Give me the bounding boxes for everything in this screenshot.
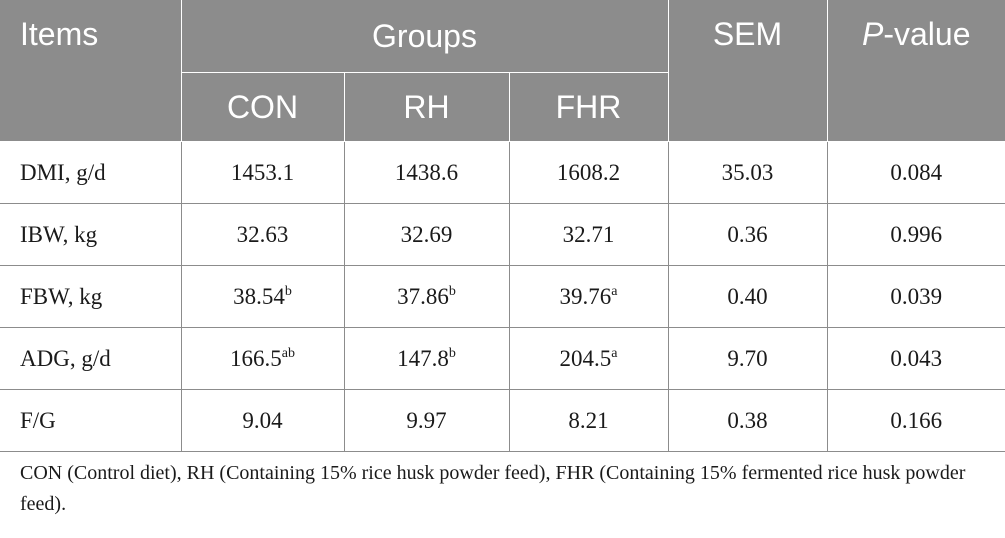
table-header: Items Groups SEM P-value CON RH FHR (0, 0, 1005, 142)
cell-value: 9.97 (406, 407, 447, 433)
sem-cell: 0.38 (667, 389, 828, 452)
con-cell: 32.63 (180, 203, 345, 266)
cell-value: 32.69 (400, 221, 453, 247)
sem-cell: 9.70 (667, 327, 828, 390)
pvalue-cell: 0.084 (826, 141, 1005, 204)
items-header: Items (0, 0, 182, 142)
data-table: Items Groups SEM P-value CON RH FHR DMI,… (0, 0, 1005, 452)
table-row: ADG, g/d 166.5ab 147.8b 204.5a 9.70 0.04… (0, 327, 1005, 390)
fhr-cell: 204.5a (508, 327, 669, 390)
fhr-cell: 1608.2 (508, 141, 669, 204)
sem-cell: 0.40 (667, 265, 828, 328)
cell-value: 1438.6 (394, 159, 459, 185)
row-label: F/G (0, 389, 182, 452)
pvalue-cell: 0.039 (826, 265, 1005, 328)
fhr-cell: 32.71 (508, 203, 669, 266)
table-row: FBW, kg 38.54b 37.86b 39.76a 0.40 0.039 (0, 265, 1005, 328)
header-row-sub: CON RH FHR (0, 72, 1005, 142)
table-footnote: CON (Control diet), RH (Containing 15% r… (20, 462, 966, 515)
fhr-cell: 8.21 (508, 389, 669, 452)
rh-cell: 9.97 (343, 389, 510, 452)
cell-value: 166.5 (230, 345, 282, 371)
row-label: DMI, g/d (0, 141, 182, 204)
header-row-top: Items Groups SEM P-value (0, 0, 1005, 142)
cell-value: 204.5 (559, 345, 612, 371)
table-body: DMI, g/d 1453.1 1438.6 1608.2 35.03 0.08… (0, 141, 1005, 452)
cell-value: 9.04 (242, 407, 283, 433)
rh-cell: 32.69 (343, 203, 510, 266)
sem-cell: 0.36 (667, 203, 828, 266)
rh-cell: 37.86b (343, 265, 510, 328)
row-label: FBW, kg (0, 265, 182, 328)
row-label: IBW, kg (0, 203, 182, 266)
cell-value: 1453.1 (230, 159, 295, 185)
sem-cell: 35.03 (667, 141, 828, 204)
fhr-cell: 39.76a (508, 265, 669, 328)
cell-value: 39.76 (559, 283, 612, 309)
con-cell: 1453.1 (180, 141, 345, 204)
pvalue-cell: 0.166 (826, 389, 1005, 452)
table-row: DMI, g/d 1453.1 1438.6 1608.2 35.03 0.08… (0, 141, 1005, 204)
rh-cell: 1438.6 (343, 141, 510, 204)
con-cell: 9.04 (180, 389, 345, 452)
cell-superscript: a (611, 345, 618, 361)
pvalue-header-suffix: -value (883, 16, 971, 52)
con-cell: 38.54b (180, 265, 345, 328)
cell-superscript: ab (281, 345, 295, 361)
cell-superscript: b (284, 283, 292, 299)
cell-value: 32.71 (562, 221, 615, 247)
table-row: IBW, kg 32.63 32.69 32.71 0.36 0.996 (0, 203, 1005, 266)
cell-superscript: a (611, 283, 618, 299)
cell-superscript: b (448, 283, 456, 299)
row-label: ADG, g/d (0, 327, 182, 390)
con-cell: 166.5ab (180, 327, 345, 390)
cell-value: 1608.2 (556, 159, 621, 185)
fhr-header: FHR (508, 72, 669, 142)
pvalue-cell: 0.996 (826, 203, 1005, 266)
cell-value: 37.86 (397, 283, 449, 309)
cell-value: 8.21 (568, 407, 609, 433)
rh-cell: 147.8b (343, 327, 510, 390)
rh-header: RH (343, 72, 510, 142)
sem-header: SEM (667, 0, 828, 142)
groups-header: Groups (180, 0, 669, 73)
pvalue-header: P-value (826, 0, 1005, 142)
cell-value: 38.54 (233, 283, 285, 309)
cell-value: 32.63 (236, 221, 289, 247)
cell-superscript: b (448, 345, 456, 361)
pvalue-cell: 0.043 (826, 327, 1005, 390)
pvalue-header-p: P (862, 16, 884, 52)
cell-value: 147.8 (397, 345, 449, 371)
table-row: F/G 9.04 9.97 8.21 0.38 0.166 (0, 389, 1005, 452)
con-header: CON (180, 72, 345, 142)
